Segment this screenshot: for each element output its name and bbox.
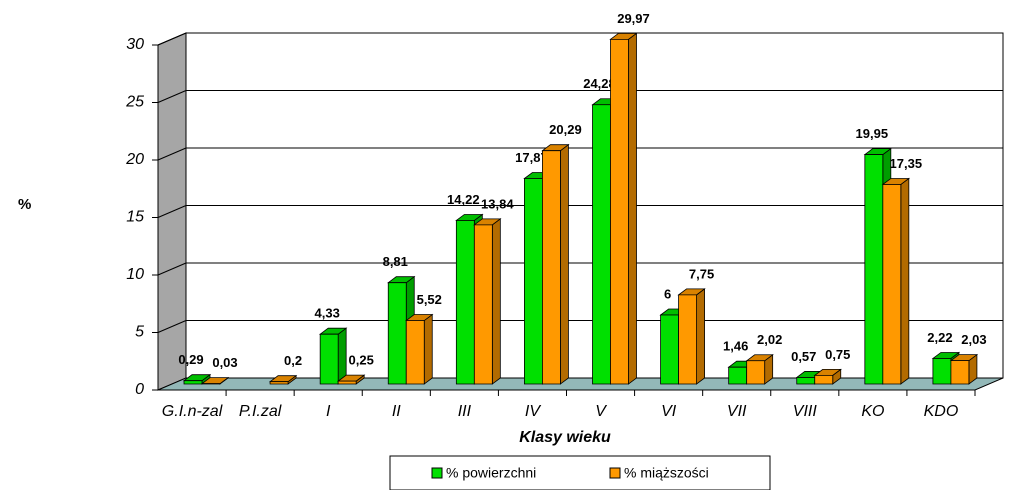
value-label: 0,75 (825, 347, 850, 362)
bar-side (900, 177, 910, 385)
bar-front (473, 224, 493, 385)
grid-line (157, 147, 187, 161)
value-label: 2,03 (961, 332, 986, 347)
x-tick-label: VIII (793, 403, 818, 420)
value-label: 29,97 (617, 11, 650, 26)
grid-line (157, 205, 187, 218)
value-label: 4,33 (315, 306, 340, 321)
bar-front (728, 366, 748, 385)
bar-front (746, 360, 766, 385)
bar (541, 143, 570, 385)
bar-side (696, 288, 705, 385)
y-tick-label: 15 (126, 209, 144, 226)
bar-front (455, 220, 475, 385)
value-label: 0,29 (178, 352, 203, 367)
grid-line (157, 320, 187, 333)
bar-front (405, 320, 425, 385)
value-label: 14,22 (447, 192, 480, 207)
bar-front (269, 381, 289, 385)
value-label: 7,75 (689, 266, 714, 281)
value-label: 0,03 (212, 355, 237, 370)
bar (318, 327, 348, 385)
grid-line (157, 90, 187, 103)
bar-side (423, 313, 433, 385)
bar (745, 353, 774, 385)
bar (609, 32, 638, 385)
bar-side (628, 32, 637, 385)
bar (405, 313, 434, 385)
bar-front (542, 150, 561, 385)
y-tick-label: 25 (125, 94, 144, 111)
bar (200, 376, 230, 385)
bar-front (319, 333, 339, 385)
bar-front (950, 360, 970, 385)
value-label: 8,81 (383, 254, 408, 269)
legend-box (389, 455, 771, 490)
legend-swatch (431, 467, 443, 479)
x-tick-label: VII (727, 403, 747, 420)
bar (881, 177, 911, 385)
legend-swatch (609, 467, 621, 479)
value-label: 17,87 (515, 150, 548, 165)
y-tick-label: 20 (125, 151, 144, 168)
value-label: 24,28 (583, 76, 616, 91)
y-tick-label: 10 (126, 266, 144, 283)
bar (268, 374, 298, 385)
value-label: 0,25 (349, 353, 374, 368)
x-tick-label: IV (525, 403, 541, 420)
legend-label: % miąższości (624, 465, 709, 481)
grid-line (157, 262, 187, 276)
x-tick-label: P.I.zal (239, 403, 282, 420)
bar-front (337, 380, 357, 385)
x-tick-label: VI (661, 403, 677, 420)
bar-side (560, 143, 569, 385)
bar-front (524, 178, 543, 385)
x-tick-label: KDO (924, 403, 959, 420)
legend-label: % powierzchni (446, 465, 536, 481)
value-label: 13,84 (481, 196, 514, 211)
value-label: 19,95 (856, 126, 889, 141)
x-tick-label: I (326, 403, 331, 420)
bar-front (610, 38, 629, 385)
bar (336, 374, 366, 385)
value-label: 20,29 (549, 122, 582, 137)
x-tick-label: II (392, 403, 401, 420)
y-axis-label: % (18, 196, 31, 213)
bar-front (796, 377, 816, 385)
bar (677, 288, 706, 385)
bar (473, 218, 502, 385)
bar-front (387, 282, 407, 385)
bar-front (864, 154, 884, 385)
bar (813, 368, 842, 385)
y-tick-label: 30 (126, 36, 144, 53)
bar-front (678, 294, 697, 385)
value-label: 5,52 (417, 292, 442, 307)
y-tick-label: 5 (135, 324, 144, 341)
y-tick-label: 0 (135, 381, 144, 398)
bar-front (592, 104, 611, 385)
bar-front (660, 314, 679, 385)
value-label: 6 (664, 286, 671, 301)
bar (949, 353, 979, 385)
bar-front (183, 380, 203, 385)
value-label: 0,57 (791, 349, 816, 364)
bar-front (882, 184, 902, 385)
value-label: 1,46 (723, 339, 748, 354)
x-tick-label: III (458, 403, 472, 420)
x-tick-label: KO (861, 403, 884, 420)
bar-front (814, 374, 834, 385)
bar-front (932, 358, 952, 385)
x-tick-label: V (595, 403, 607, 420)
bar-side (491, 218, 501, 385)
value-label: 0,2 (284, 353, 302, 368)
value-label: 2,22 (927, 330, 952, 345)
x-axis-label: Klasy wieku (519, 429, 611, 446)
x-tick-label: G.I.n-zal (162, 403, 223, 420)
grid-line (157, 32, 187, 46)
value-label: 17,35 (890, 156, 923, 171)
value-label: 2,02 (757, 332, 782, 347)
